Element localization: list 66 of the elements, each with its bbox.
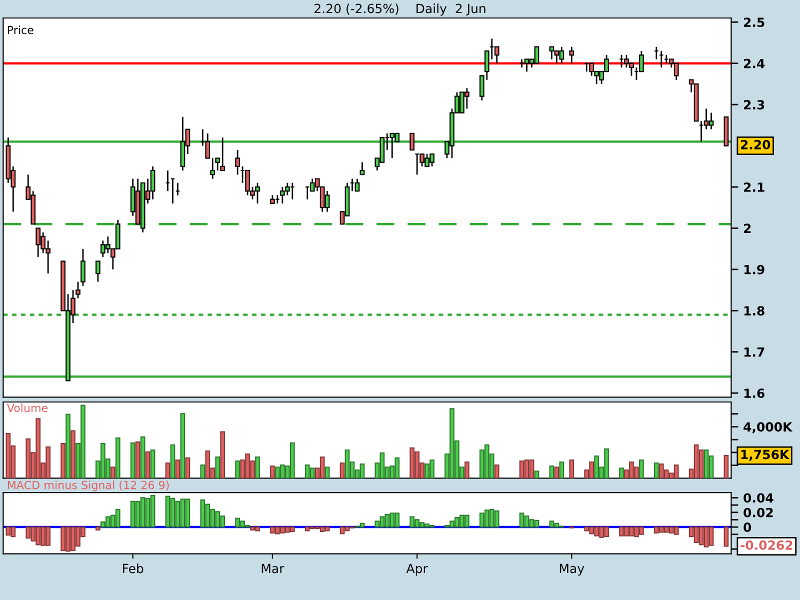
bar bbox=[724, 526, 729, 547]
candlestick bbox=[80, 248, 86, 287]
y-tick-label: 1.8 bbox=[744, 306, 764, 316]
bar bbox=[115, 437, 120, 478]
text: -0.0262 bbox=[740, 540, 792, 550]
bar bbox=[559, 462, 564, 478]
candlestick bbox=[205, 132, 210, 159]
bar bbox=[135, 441, 140, 478]
y-tick-label: 1.7 bbox=[744, 347, 764, 357]
bar bbox=[140, 436, 146, 478]
y-tick-label: 1.9 bbox=[744, 264, 764, 274]
text: 2.20 bbox=[740, 140, 770, 150]
bar bbox=[569, 459, 574, 478]
chart-title: Volume bbox=[6, 404, 48, 412]
x-tick-label: Feb bbox=[123, 564, 144, 574]
x-tick-label: Mar bbox=[262, 564, 284, 574]
y-tick-label: 2.5 bbox=[744, 18, 764, 28]
y-tick-label: 0 bbox=[744, 522, 752, 532]
bar bbox=[185, 457, 190, 478]
candlestick bbox=[569, 46, 574, 64]
bar bbox=[145, 451, 150, 478]
bar bbox=[180, 413, 186, 478]
bar bbox=[170, 444, 176, 478]
bar bbox=[619, 468, 624, 478]
bar bbox=[130, 442, 136, 478]
y-tick-label: 0.04 bbox=[744, 493, 774, 503]
y-tick-label: 0.02 bbox=[744, 508, 773, 518]
bar bbox=[255, 456, 260, 478]
bar bbox=[549, 466, 554, 478]
chart-title: MACD minus Signal (12 26 9) bbox=[8, 480, 169, 492]
bar bbox=[724, 455, 729, 478]
y-tick-label: 2.4 bbox=[744, 58, 765, 68]
bar bbox=[554, 466, 560, 478]
x-tick-label: May bbox=[560, 564, 584, 576]
chart-subtitle: 2.20 (-2.65%) Daily 2 Jun bbox=[314, 4, 486, 16]
y-tick-label: 1.6 bbox=[744, 388, 764, 398]
bar bbox=[175, 459, 180, 478]
bar bbox=[110, 466, 116, 478]
bar bbox=[639, 459, 644, 478]
candlestick bbox=[76, 281, 80, 299]
y-tick-label: 2.1 bbox=[744, 182, 764, 192]
candlestick bbox=[235, 149, 240, 176]
text: Price bbox=[8, 26, 34, 34]
bar bbox=[165, 462, 170, 478]
bar bbox=[215, 456, 220, 478]
bar bbox=[66, 414, 70, 478]
candlestick bbox=[96, 260, 100, 282]
bar bbox=[150, 449, 156, 478]
text: 1,756K bbox=[741, 450, 790, 461]
bar bbox=[70, 430, 76, 478]
bar bbox=[96, 526, 100, 531]
bar bbox=[200, 464, 206, 478]
y-tick-label: 2.3 bbox=[744, 100, 764, 110]
bar bbox=[654, 462, 659, 478]
candlestick bbox=[479, 75, 484, 102]
x-tick-label: Apr bbox=[406, 564, 428, 576]
y-tick-label: 2 bbox=[744, 224, 751, 233]
candlestick bbox=[494, 46, 500, 64]
bar bbox=[534, 470, 540, 478]
bar bbox=[235, 460, 240, 478]
candlestick bbox=[220, 136, 226, 172]
y-tick-label: 4,000K bbox=[744, 422, 793, 434]
bar bbox=[464, 462, 470, 478]
bar bbox=[494, 464, 500, 478]
bar bbox=[220, 431, 226, 478]
bar bbox=[60, 443, 66, 478]
